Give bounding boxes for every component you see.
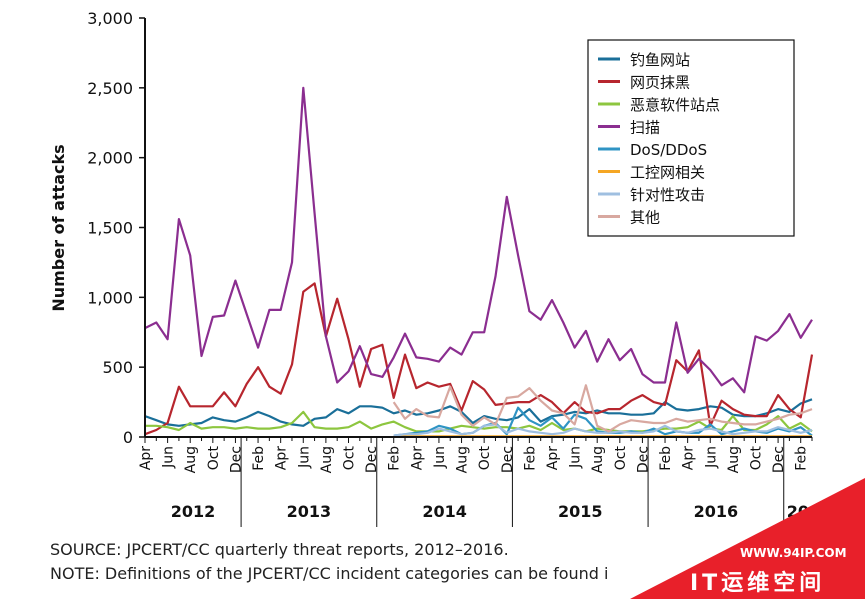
- x-tick-label-15: Oct: [477, 446, 493, 471]
- y-axis-label: Number of attacks: [49, 144, 68, 311]
- series-line-3: [144, 86, 813, 394]
- watermark-logo: IT运维空间: [690, 571, 826, 596]
- legend-box: [587, 39, 795, 237]
- y-tick-label-3: 1,500: [87, 219, 133, 238]
- x-tick-label-19: Jun: [568, 446, 584, 469]
- y-tick-label-4: 2,000: [87, 149, 133, 168]
- x-tick-label-17: Feb: [522, 446, 538, 471]
- x-tick-label-27: Oct: [748, 446, 764, 471]
- series-line-0: [144, 398, 813, 427]
- series-line-2: [145, 410, 813, 433]
- y-tick-label-5: 2,500: [87, 79, 133, 98]
- legend-label-0: 钓鱼网站: [630, 51, 690, 69]
- x-tick-label-21: Oct: [613, 446, 629, 471]
- x-tick-label-8: Aug: [319, 446, 335, 473]
- legend-label-2: 恶意软件站点: [630, 96, 720, 114]
- year-label-0: 2012: [171, 502, 216, 521]
- y-tick-label-1: 500: [102, 358, 133, 377]
- x-tick-label-16: Dec: [500, 446, 516, 473]
- x-tick-label-20: Aug: [590, 446, 606, 473]
- definition-note: NOTE: Definitions of the JPCERT/CC incid…: [50, 564, 609, 583]
- x-tick-label-26: Aug: [726, 446, 742, 473]
- legend-label-4: DoS/DDoS: [630, 141, 707, 159]
- year-label-5: 20: [787, 502, 809, 521]
- x-tick-label-6: Apr: [274, 446, 290, 470]
- x-tick-label-13: Jun: [432, 446, 448, 469]
- legend-label-6: 针对性攻击: [630, 186, 705, 204]
- series-line-7: [392, 384, 813, 433]
- x-tick-label-2: Aug: [183, 446, 199, 473]
- x-tick-label-12: Apr: [409, 446, 425, 470]
- x-tick-label-0: Apr: [138, 446, 154, 470]
- x-tick-label-11: Feb: [387, 446, 403, 471]
- x-tick-label-7: Jun: [296, 446, 312, 469]
- x-tick-label-28: Dec: [771, 446, 787, 473]
- year-label-2: 2014: [422, 502, 467, 521]
- y-tick-label-6: 3,000: [87, 9, 133, 28]
- x-tick-label-23: Feb: [658, 446, 674, 471]
- x-tick-label-29: Feb: [794, 446, 810, 471]
- x-tick-label-1: Jun: [161, 446, 177, 469]
- legend-label-3: 扫描: [630, 119, 660, 137]
- watermark-url: WWW.94IP.COM: [740, 546, 847, 560]
- year-label-4: 2016: [694, 502, 739, 521]
- y-tick-label-0: 0: [123, 428, 133, 447]
- legend-label-1: 网页抹黑: [630, 74, 690, 92]
- series-line-1: [144, 282, 814, 436]
- legend-label-7: 其他: [630, 209, 660, 227]
- x-tick-label-14: Aug: [455, 446, 471, 473]
- y-tick-label-2: 1,000: [87, 288, 133, 307]
- year-label-1: 2013: [287, 502, 332, 521]
- x-tick-label-9: Oct: [341, 446, 357, 471]
- x-tick-label-22: Dec: [635, 446, 651, 473]
- x-tick-label-25: Jun: [703, 446, 719, 469]
- legend-label-5: 工控网相关: [630, 164, 705, 182]
- series-line-6: [393, 423, 813, 437]
- source-note: SOURCE: JPCERT/CC quarterly threat repor…: [50, 540, 509, 559]
- x-tick-label-5: Feb: [251, 446, 267, 471]
- x-tick-label-24: Apr: [681, 446, 697, 470]
- year-label-3: 2015: [558, 502, 603, 521]
- x-tick-label-18: Apr: [545, 446, 561, 470]
- x-tick-label-3: Oct: [206, 446, 222, 471]
- x-tick-label-4: Dec: [228, 446, 244, 473]
- x-tick-label-10: Dec: [364, 446, 380, 473]
